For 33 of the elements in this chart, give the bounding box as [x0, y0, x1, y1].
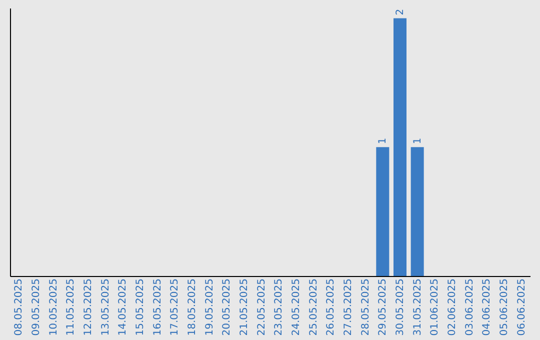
x-tick-label: 16.05.2025 [152, 278, 164, 336]
data-label: 1 [412, 138, 424, 144]
x-tick-label: 26.05.2025 [326, 278, 337, 336]
x-tick-label: 03.06.2025 [464, 278, 476, 336]
x-tick-label: 12.05.2025 [83, 278, 94, 336]
data-label: 2 [395, 8, 406, 16]
data-label: 1 [378, 138, 389, 144]
x-tick-label: 29.05.2025 [378, 278, 389, 336]
x-tick-label: 01.06.2025 [430, 278, 441, 336]
x-tick-label: 11.05.2025 [66, 278, 77, 336]
x-tick-label: 31.05.2025 [412, 278, 424, 336]
x-tick-label: 22.05.2025 [256, 278, 268, 336]
x-tick-label: 23.05.2025 [274, 278, 285, 336]
x-tick-label: 19.05.2025 [204, 278, 216, 336]
x-tick-label: 30.05.2025 [395, 278, 406, 336]
x-tick-label: 02.06.2025 [447, 278, 458, 336]
x-tick-label: 14.05.2025 [118, 278, 129, 336]
x-tick-label: 06.06.2025 [516, 278, 528, 336]
x-tick-label: 24.05.2025 [291, 278, 302, 336]
x-tick-label: 08.05.2025 [14, 278, 25, 336]
x-tick-label: 15.05.2025 [135, 278, 146, 336]
x-tick-label: 10.05.2025 [48, 278, 60, 336]
x-tick-label: 20.05.2025 [222, 278, 233, 336]
x-tick-label: 18.05.2025 [187, 278, 198, 336]
x-tick-label: 28.05.2025 [360, 278, 372, 336]
x-tick-label: 27.05.2025 [343, 278, 354, 336]
x-tick-label: 25.05.2025 [308, 278, 320, 336]
x-tick-label: 09.05.2025 [31, 278, 42, 336]
x-tick-label: 04.06.2025 [482, 278, 493, 336]
x-tick-label: 05.06.2025 [499, 278, 510, 336]
x-tick-label: 21.05.2025 [239, 278, 250, 336]
x-tick-label: 17.05.2025 [170, 278, 181, 336]
x-tick-label: 13.05.2025 [100, 278, 112, 336]
